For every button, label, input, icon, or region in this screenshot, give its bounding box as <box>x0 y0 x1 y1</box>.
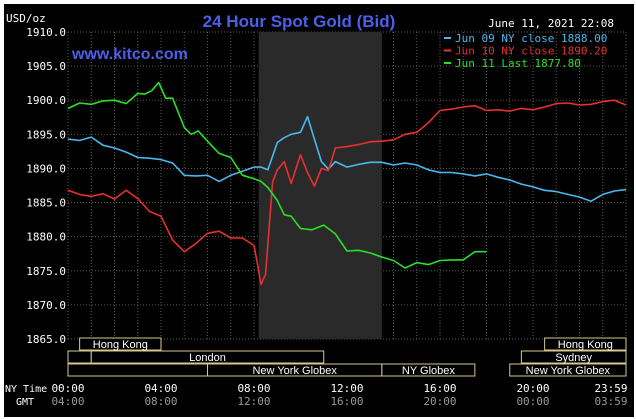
session-bar <box>67 363 208 377</box>
x-tick-ny-label: 20:00 <box>516 382 549 395</box>
session-bar <box>90 350 325 364</box>
chart-date: June 11, 2021 22:08 <box>488 17 614 30</box>
session-label: Sydney <box>555 352 592 364</box>
y-tick-label: 1910.0 <box>26 26 66 39</box>
x-tick-gmt-label: 08:00 <box>144 395 177 408</box>
y-tick-label: 1880.0 <box>26 231 66 244</box>
x-tick-gmt-label: 04:00 <box>51 395 84 408</box>
session-bar <box>79 337 162 351</box>
x-tick-ny-label: 12:00 <box>330 382 363 395</box>
x-tick-ny-label: 00:00 <box>51 382 84 395</box>
nymex-session-shade <box>258 32 382 339</box>
session-label: New York Globex <box>252 365 337 377</box>
x-tick-ny-label: 04:00 <box>144 382 177 395</box>
x-tick-gmt-label: 16:00 <box>330 395 363 408</box>
y-tick-label: 1890.0 <box>26 162 66 175</box>
chart-title: 24 Hour Spot Gold (Bid) <box>203 12 396 31</box>
x-tick-ny-label: 16:00 <box>423 382 456 395</box>
y-axis-unit-label: USD/oz <box>6 12 46 25</box>
x-tick-gmt-label: 20:00 <box>423 395 456 408</box>
y-tick-label: 1900.0 <box>26 94 66 107</box>
legend-label-2: Jun 10 NY close 1890.20 <box>455 45 607 58</box>
session-label: NY Globex <box>402 365 455 377</box>
y-tick-label: 1875.0 <box>26 265 66 278</box>
session-label: London <box>189 352 226 364</box>
session-bar <box>67 350 92 364</box>
kitco-watermark: www.kitco.com <box>71 46 188 63</box>
y-tick-label: 1895.0 <box>26 128 66 141</box>
session-bar <box>381 363 476 377</box>
series-line-3 <box>67 81 487 269</box>
x-tick-ny-label: 08:00 <box>237 382 270 395</box>
session-bar <box>520 350 627 364</box>
session-label: New York Globex <box>526 365 611 377</box>
y-tick-label: 1870.0 <box>26 299 66 312</box>
session-bar <box>509 363 627 377</box>
session-label: Hong Kong <box>558 339 613 351</box>
y-tick-label: 1885.0 <box>26 197 66 210</box>
x-tick-gmt-label: 00:00 <box>516 395 549 408</box>
ny-time-row-label: NY Time <box>5 384 47 395</box>
session-bar <box>544 337 627 351</box>
series-line-2 <box>67 99 627 286</box>
gmt-row-label: GMT <box>16 397 34 408</box>
y-tick-label: 1905.0 <box>26 60 66 73</box>
x-tick-gmt-label: 03:59 <box>594 395 627 408</box>
y-tick-label: 1865.0 <box>26 333 66 346</box>
session-label: Hong Kong <box>93 339 148 351</box>
legend-label-1: Jun 09 NY close 1888.00 <box>455 32 607 45</box>
x-tick-ny-label: 23:59 <box>594 382 627 395</box>
x-tick-gmt-label: 12:00 <box>237 395 270 408</box>
legend-label-3: Jun 11 Last 1877.80 <box>455 57 581 70</box>
